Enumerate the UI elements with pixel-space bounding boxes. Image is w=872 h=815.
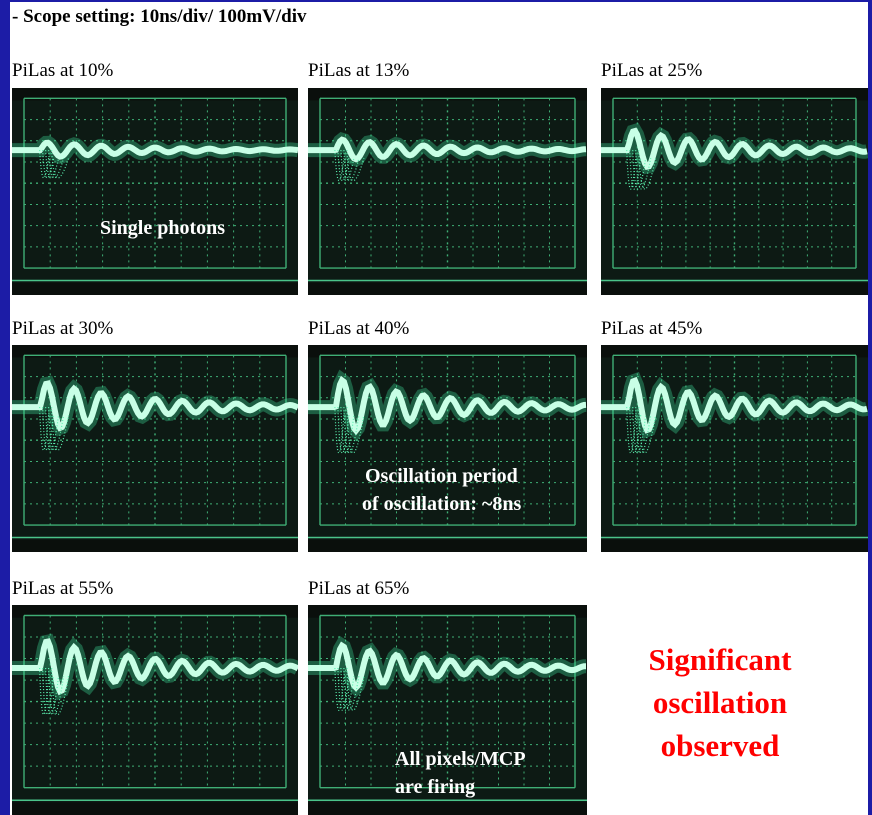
spike — [629, 150, 642, 190]
conclusion-line: observed — [660, 728, 780, 763]
slide-title: - Scope setting: 10ns/div/ 100mV/div — [12, 6, 307, 27]
scope-trace — [12, 345, 298, 552]
spike — [346, 150, 365, 182]
panel-label: PiLas at 25% — [601, 60, 703, 81]
scope-glow — [308, 357, 587, 540]
panel-label: PiLas at 13% — [308, 60, 410, 81]
scope-trace — [601, 345, 868, 552]
spike — [343, 150, 360, 182]
spike — [340, 667, 355, 711]
annotation: of oscillation: ~8ns — [362, 493, 522, 515]
annotation: Single photons — [100, 217, 226, 239]
spike — [343, 667, 360, 711]
annotation: Oscillation period — [365, 465, 518, 487]
scope-trace — [308, 345, 587, 552]
panel-label: PiLas at 10% — [12, 60, 114, 81]
spike — [334, 150, 345, 182]
trace — [12, 638, 298, 696]
trace — [601, 376, 868, 434]
spike — [39, 150, 50, 179]
spike — [638, 150, 657, 190]
scope-trace — [12, 88, 298, 295]
conclusion-line: oscillation — [652, 685, 788, 720]
scope-glow — [12, 357, 298, 540]
trace — [308, 375, 587, 436]
spike — [51, 407, 70, 451]
spike — [48, 407, 65, 451]
scope-trace — [308, 88, 587, 295]
spike — [340, 407, 355, 454]
scope-glow — [308, 100, 587, 283]
scope-trace — [601, 88, 868, 295]
panel-label: PiLas at 65% — [308, 578, 410, 599]
panel-label: PiLas at 30% — [12, 318, 114, 339]
spike — [337, 667, 350, 711]
spike — [337, 150, 350, 182]
spike — [334, 407, 345, 454]
scope-trace — [12, 605, 298, 815]
trace — [12, 380, 298, 432]
spike — [340, 150, 355, 182]
scope-trace — [308, 605, 587, 815]
slide: - Scope setting: 10ns/div/ 100mV/div Sig… — [10, 2, 868, 815]
spike — [42, 150, 55, 179]
panel-label: PiLas at 55% — [12, 578, 114, 599]
spike — [45, 407, 60, 451]
spike — [42, 407, 55, 451]
spike — [334, 667, 345, 711]
spike — [632, 407, 647, 454]
spike — [48, 667, 65, 716]
scope-glow — [601, 100, 868, 283]
conclusion: Significant oscillation observed — [600, 638, 840, 767]
panel-label: PiLas at 45% — [601, 318, 703, 339]
trace — [12, 139, 298, 160]
trace — [308, 136, 587, 163]
spike — [51, 667, 70, 716]
scope-glow — [601, 357, 868, 540]
scope-glow — [12, 100, 298, 283]
spike — [632, 150, 647, 190]
panel-label: PiLas at 40% — [308, 318, 410, 339]
spike — [626, 150, 637, 190]
spike — [635, 150, 652, 190]
annotation: are firing — [395, 776, 476, 798]
annotation: All pixels/MCP — [395, 748, 526, 770]
spike — [346, 667, 365, 711]
trace — [308, 641, 586, 692]
spike — [51, 150, 70, 179]
spike — [626, 407, 637, 454]
spike — [337, 407, 350, 454]
conclusion-line: Significant — [648, 642, 792, 677]
spike — [629, 407, 642, 454]
spike — [39, 407, 50, 451]
